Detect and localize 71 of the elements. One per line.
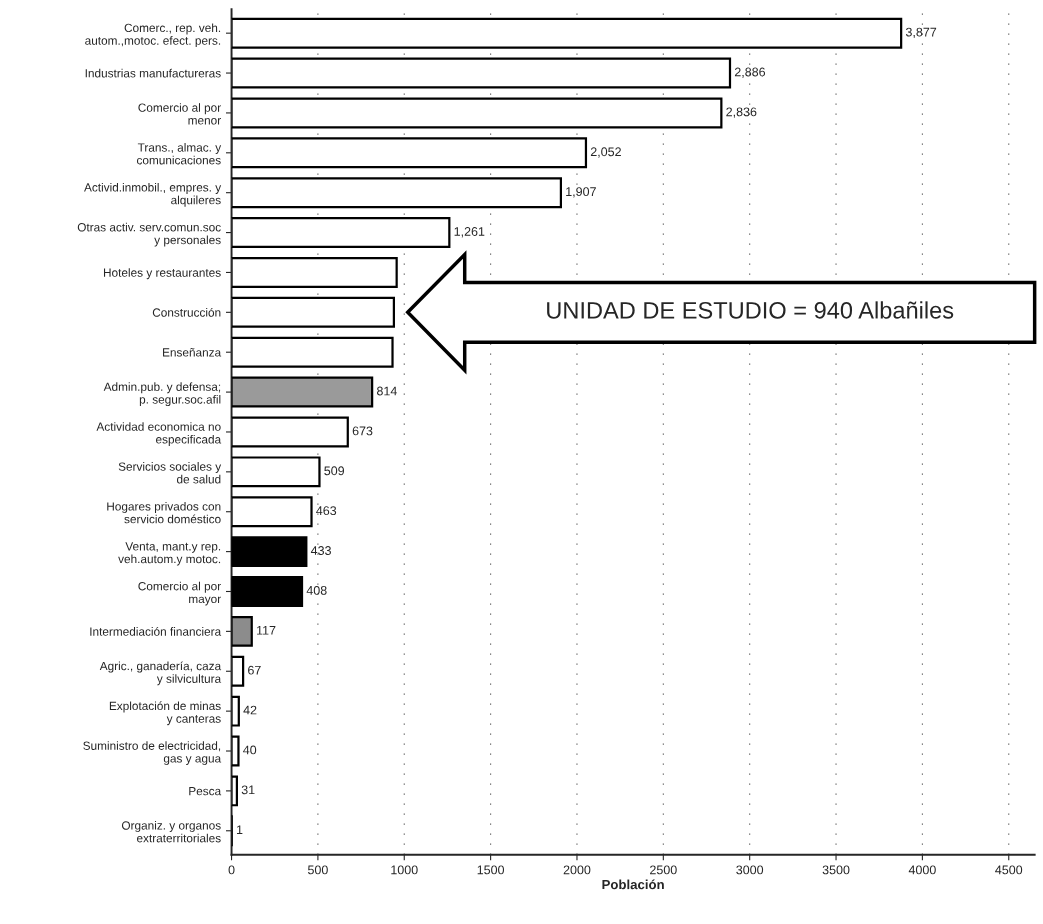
bar <box>231 655 245 687</box>
y-tick-label: Enseñanza <box>163 348 222 357</box>
y-tick-label: Construcción <box>152 307 221 317</box>
data-label: 1,261 <box>454 227 485 238</box>
y-tick-label: Agric., ganadería, caza y silvicultura <box>99 661 222 686</box>
bar <box>231 217 451 249</box>
data-label: 2,052 <box>590 147 621 158</box>
y-tick-label: Intermediación financiera <box>90 626 222 636</box>
y-tick-label: Servicios sociales y de salud <box>118 462 222 484</box>
y-tick-label: Admin.pub. y defensa; p. segur.soc.afil <box>103 382 221 407</box>
data-label: 3,877 <box>905 27 937 38</box>
bar <box>231 177 563 209</box>
bar <box>231 416 349 448</box>
bar <box>231 456 321 488</box>
y-tick-label: Comercio al por menor <box>138 103 221 125</box>
y-tick-label: Venta, mant.y rep. veh.autom.y motoc. <box>118 542 221 566</box>
data-label: 433 <box>310 546 331 555</box>
bar <box>231 536 308 568</box>
x-tick-label: 1500 <box>477 865 505 875</box>
x-tick-label: 3000 <box>736 865 764 875</box>
x-tick-label: 4500 <box>995 865 1023 875</box>
x-tick-label: 3500 <box>822 865 850 875</box>
bar <box>231 97 723 129</box>
bar <box>231 576 304 607</box>
data-label: 2,836 <box>726 107 757 118</box>
bar <box>231 336 394 368</box>
data-label: 40 <box>243 745 257 755</box>
y-tick-label: Pesca <box>189 787 222 796</box>
y-tick-label: Activid.inmobil., empres. y alquileres <box>84 182 222 207</box>
data-label: 1 <box>236 825 243 834</box>
bar <box>231 17 903 49</box>
y-tick-label: Explotación de minas y canteras <box>109 701 221 726</box>
y-tick-label: Trans., almac. y comunicaciones <box>136 143 222 165</box>
x-tick-label: 2000 <box>563 865 591 875</box>
data-label: 1,907 <box>566 187 596 198</box>
bar <box>231 256 398 288</box>
bar <box>231 695 240 727</box>
bar <box>231 775 239 807</box>
data-label: 31 <box>241 785 255 795</box>
y-tick-label: Comercio al por mayor <box>138 581 221 606</box>
bar <box>231 137 588 169</box>
y-tick-label: Hogares privados con servicio doméstico <box>107 501 221 524</box>
data-label: 509 <box>324 466 345 476</box>
y-tick-label: Comerc., rep. veh. autom.,motoc. efect. pers. <box>85 23 221 48</box>
y-tick-label: Organiz. y organos extraterritoriales <box>121 820 221 843</box>
data-label: 67 <box>248 665 261 675</box>
data-label: 673 <box>352 426 373 436</box>
x-tick-label: 4000 <box>908 865 936 875</box>
data-label: 463 <box>316 506 337 516</box>
y-tick-label: Hoteles y restaurantes <box>103 268 221 280</box>
x-axis-title: Población <box>602 879 664 890</box>
x-tick-label: 1000 <box>391 865 418 875</box>
bar <box>231 615 253 647</box>
bar <box>231 57 732 89</box>
x-tick-label: 2500 <box>650 865 677 875</box>
y-tick-label: Industrias manufactureras <box>85 68 221 78</box>
data-label: 2,886 <box>734 67 766 78</box>
x-tick-label: 500 <box>307 865 328 875</box>
y-tick-label: Suministro de electricidad, gas y agua <box>83 741 222 765</box>
bar <box>231 496 313 528</box>
data-label: 117 <box>257 626 276 635</box>
bar <box>231 735 240 767</box>
y-tick-label: Actividad economica no especificada <box>96 422 222 446</box>
bar <box>231 296 396 328</box>
x-tick-label: 0 <box>228 865 235 875</box>
annotation: UNIDAD DE ESTUDIO = 940 Albañiles <box>547 301 954 319</box>
y-tick-label: Otras activ. serv.comun.soc y personales <box>77 222 221 247</box>
bar <box>231 376 374 408</box>
data-label: 408 <box>306 585 327 595</box>
data-label: 42 <box>243 705 257 715</box>
data-label: 814 <box>376 386 397 396</box>
